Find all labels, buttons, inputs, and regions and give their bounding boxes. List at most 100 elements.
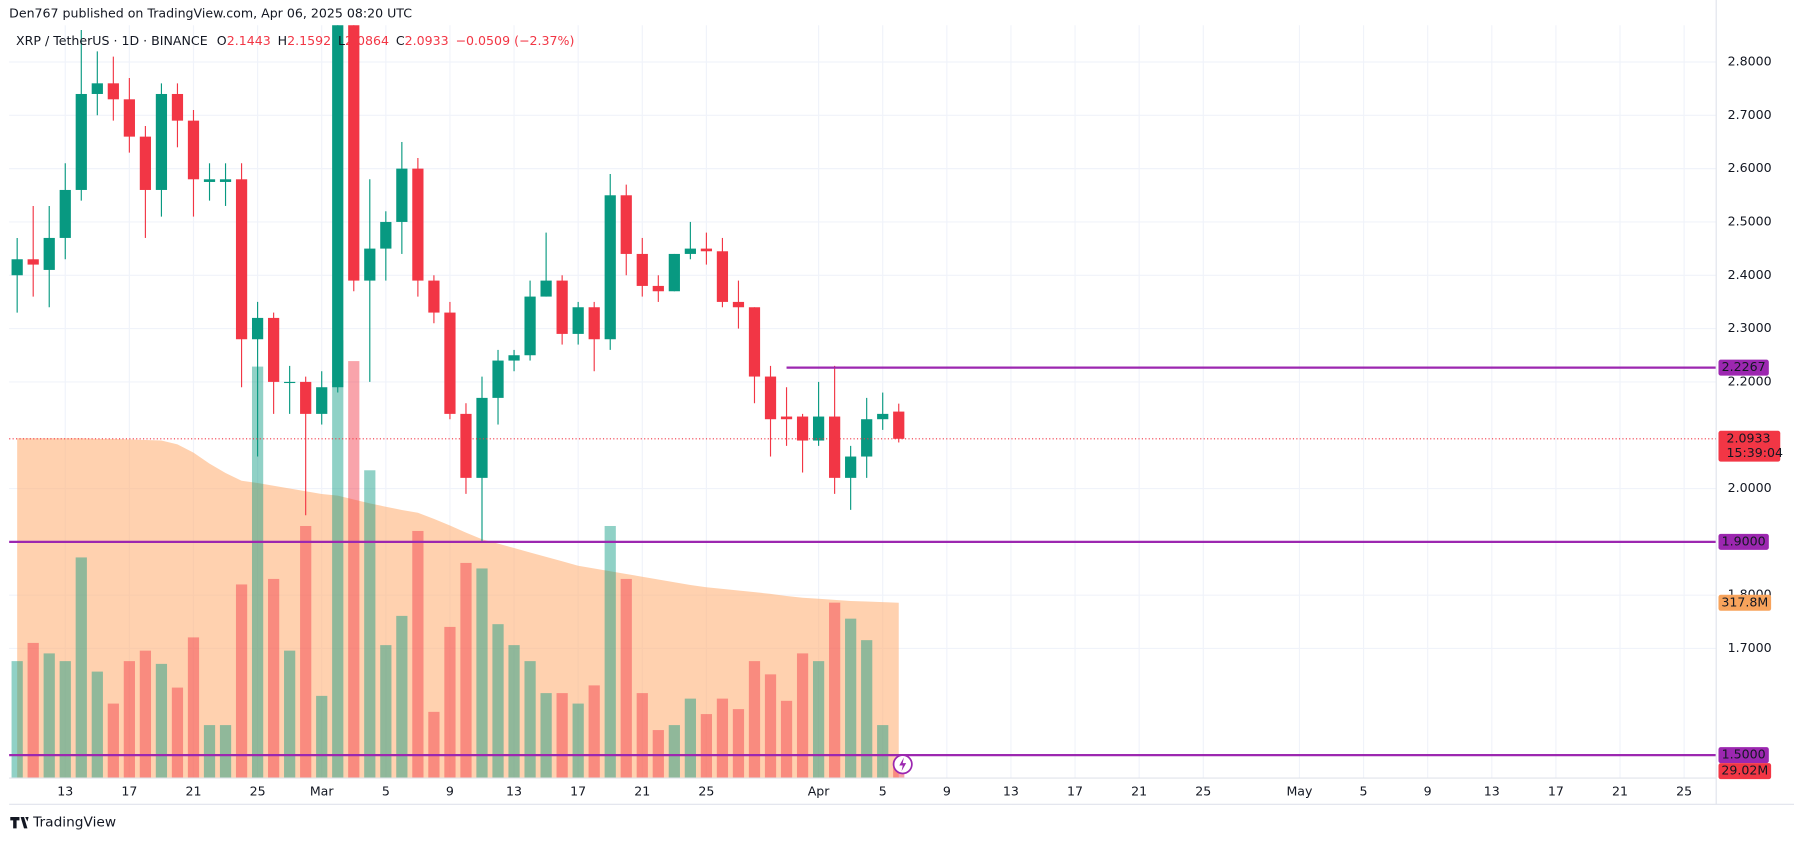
- volume-ma-area: [17, 438, 899, 779]
- volume-bar: [845, 618, 857, 779]
- volume-bar: [556, 693, 568, 779]
- volume-bar: [396, 615, 408, 779]
- ma-label: 317.8M: [1721, 594, 1768, 609]
- event-bolt: [899, 757, 907, 772]
- x-tick-label: Mar: [310, 783, 335, 798]
- volume-bar: [780, 700, 793, 779]
- candle-body: [492, 360, 504, 398]
- volume-bar: [540, 693, 552, 779]
- candle-body: [700, 248, 713, 252]
- y-tick-label: 2.3000: [1728, 320, 1772, 335]
- candle-body: [412, 168, 424, 281]
- candle-body: [43, 237, 55, 270]
- x-tick-label: 13: [506, 783, 522, 798]
- ohlc-value: 2.0864: [345, 33, 389, 48]
- volume-bar: [700, 714, 713, 779]
- volume-bar: [43, 653, 55, 779]
- volume-bar: [732, 709, 745, 779]
- volume-bar: [187, 637, 200, 779]
- volume-bar: [300, 525, 312, 779]
- candle-body: [139, 136, 152, 190]
- candle-body: [251, 317, 264, 340]
- volume-bar: [268, 578, 280, 779]
- volume-bar: [861, 640, 873, 779]
- x-tick-label: 9: [1424, 783, 1432, 798]
- x-tick-label: 17: [1548, 783, 1564, 798]
- ohlc-value: 2.1592: [287, 33, 331, 48]
- volume-bar: [380, 645, 392, 779]
- candle-body: [684, 248, 696, 254]
- volume-bar: [219, 725, 232, 779]
- change: −0.0509 (−2.37%): [456, 33, 575, 48]
- volume-bar: [155, 663, 168, 779]
- x-tick-label: 13: [1484, 783, 1500, 798]
- volume-bar: [636, 693, 648, 779]
- volume-bar: [171, 687, 184, 779]
- candle-body: [155, 93, 168, 190]
- volume-bar: [107, 703, 119, 779]
- candles: [11, 25, 905, 542]
- candle-body: [428, 280, 440, 313]
- candle-body: [59, 189, 71, 238]
- volume-pane: [11, 340, 905, 779]
- ohlc-key: H: [278, 33, 287, 48]
- candle-body: [203, 179, 216, 182]
- candle-body: [235, 179, 248, 340]
- y-tick-label: 2.7000: [1728, 107, 1772, 122]
- candle-body: [796, 416, 809, 441]
- x-tick-label: May: [1286, 783, 1313, 798]
- candle-body: [380, 221, 392, 249]
- volume-label-box: [1718, 763, 1772, 780]
- volume-bar: [684, 698, 696, 779]
- volume-bar: [588, 685, 600, 779]
- candle-body: [732, 301, 745, 308]
- x-tick-label: 21: [185, 783, 201, 798]
- brand: TradingView: [32, 815, 116, 831]
- volume-bar: [444, 626, 456, 779]
- volume-bar: [764, 674, 777, 779]
- level-label: 1.5000: [1722, 747, 1766, 762]
- volume-bar: [11, 661, 23, 779]
- countdown: 15:39:04: [1726, 445, 1783, 460]
- volume-bar: [348, 361, 360, 779]
- candle-body: [11, 259, 23, 276]
- volume-label: 29.02M: [1721, 763, 1768, 778]
- x-tick-label: 25: [1195, 783, 1211, 798]
- candle-body: [524, 296, 536, 356]
- ohlc-value: 2.0933: [405, 33, 449, 48]
- volume-bar: [235, 584, 248, 779]
- candle-body: [572, 307, 584, 334]
- ohlc-value: 2.1443: [227, 33, 271, 48]
- candle-body: [107, 83, 119, 100]
- candle-body: [508, 355, 520, 361]
- y-tick-label: 2.0000: [1728, 480, 1772, 495]
- volume-bar: [91, 671, 103, 779]
- x-tick-label: 5: [1360, 783, 1368, 798]
- volume-bar: [508, 645, 520, 779]
- candle-body: [748, 307, 761, 377]
- volume-bar: [75, 557, 87, 779]
- x-tick-label: 17: [570, 783, 586, 798]
- candle-body: [604, 195, 616, 340]
- y-tick-label: 2.6000: [1728, 160, 1772, 175]
- volume-bar: [668, 725, 680, 779]
- candle-body: [364, 248, 376, 281]
- candle-body: [300, 381, 312, 414]
- candle-body: [348, 25, 360, 281]
- candle-body: [845, 456, 857, 478]
- x-tick-label: 9: [446, 783, 454, 798]
- candle-body: [540, 280, 552, 297]
- candle-body: [284, 381, 296, 384]
- volume-bar: [524, 661, 536, 779]
- ohlc-key: O: [217, 33, 227, 48]
- x-tick-label: 13: [57, 783, 73, 798]
- candle-body: [829, 416, 841, 478]
- x-tick-label: 21: [634, 783, 650, 798]
- x-tick-label: 17: [121, 783, 137, 798]
- level-label-box: [1718, 359, 1769, 376]
- volume-bar: [460, 562, 472, 779]
- volume-bar: [748, 661, 761, 779]
- volume-bar: [412, 530, 424, 779]
- volume-bar: [572, 703, 584, 779]
